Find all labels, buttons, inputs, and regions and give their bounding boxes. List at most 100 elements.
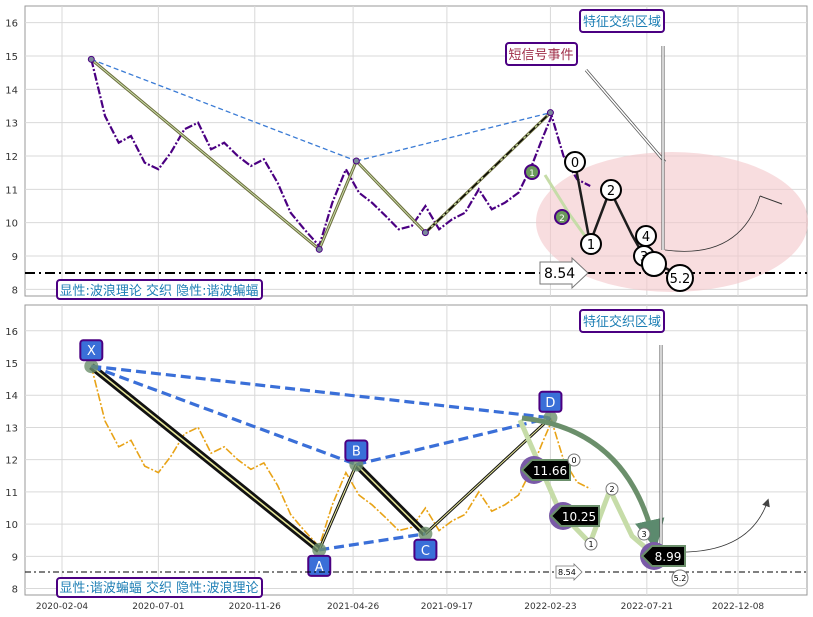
heavy-leg-inner <box>355 463 426 535</box>
top-caption-text: 显性:波浪理论 交织 隐性:谐波蝙蝠 <box>59 283 258 299</box>
pivot-label-box <box>79 339 104 362</box>
thin-leg-inner <box>318 464 357 551</box>
small-label-0: 0 <box>571 456 576 465</box>
pivot-point <box>87 55 95 63</box>
y-tick-label: 12 <box>5 456 18 467</box>
y-tick-label: 15 <box>5 52 18 63</box>
x-tick-label: 2022-02-23 <box>524 602 576 612</box>
dashed-leg <box>90 364 357 467</box>
x-tick-label: 2020-07-01 <box>132 602 184 612</box>
y-tick-label: 8 <box>12 285 18 296</box>
y-tick-label: 15 <box>5 359 18 370</box>
price-level-tag-3: 8.99 <box>640 542 686 570</box>
bd-dashed <box>356 112 551 162</box>
top-zone-annotation: 特征交织区域 <box>579 9 665 33</box>
bottom-wave-labels: 0 1 2 3 5.2 <box>567 453 689 587</box>
event-arrow-inner <box>585 69 666 163</box>
bottom-zone-annotation: 特征交织区域 <box>579 309 665 333</box>
pivot-label-D: D <box>545 396 555 411</box>
bottom-y-ticks: 8 9 10 11 12 13 14 15 16 <box>5 327 18 596</box>
y-tick-label: 14 <box>5 85 18 96</box>
x-tick-label: 2022-07-21 <box>621 602 673 612</box>
top-caption: 显性:波浪理论 交织 隐性:谐波蝙蝠 <box>56 279 263 300</box>
bottom-caption: 显性:谐波蝙蝠 交织 隐性:波浪理论 <box>56 577 263 598</box>
top-price-marker-text: 8.54 <box>544 266 575 282</box>
price-line <box>90 59 591 249</box>
x-tick-label: 2020-02-04 <box>36 602 89 612</box>
y-tick-label: 12 <box>5 152 18 163</box>
top-zigzag <box>87 55 554 253</box>
pivot-point <box>84 359 99 374</box>
event-annotation: 短信号事件 <box>505 42 578 66</box>
y-tick-label: 10 <box>5 520 18 531</box>
small-label-2: 2 <box>609 485 614 494</box>
y-tick-label: 11 <box>5 488 18 499</box>
bottom-harmonic-pattern: X A B C D <box>79 339 563 577</box>
x-tick-label: 2022-12-08 <box>712 602 765 612</box>
y-tick-label: 9 <box>12 252 18 263</box>
y-tick-label: 14 <box>5 391 18 402</box>
x-tick-label: 2021-04-26 <box>327 602 380 612</box>
bottom-price-marker-text: 8.54 <box>558 568 576 577</box>
dashed-leg <box>319 532 426 552</box>
cd-dashdot <box>424 112 551 234</box>
top-wave-path-light <box>543 174 592 244</box>
pivot-label-B: B <box>352 445 361 460</box>
y-tick-label: 10 <box>5 219 18 230</box>
wave-label-4: 4 <box>642 230 650 245</box>
dashed-leg <box>91 364 551 420</box>
bottom-x-ticks: 2020-02-04 2020-07-01 2020-11-26 2021-04-26… <box>36 602 765 612</box>
wave-label-small-2: 2 <box>559 214 565 224</box>
small-label-5: 5.2 <box>674 574 687 583</box>
dashed-leg <box>355 416 551 467</box>
price-level-tag-2: 10.25 <box>549 502 600 530</box>
pivot-point <box>312 542 327 557</box>
pivot-point <box>418 526 433 541</box>
y-tick-label: 16 <box>5 19 18 30</box>
pivot-label-box <box>538 390 563 413</box>
top-price-marker: 8.54 <box>539 256 589 290</box>
pivot-label-A: A <box>315 560 324 575</box>
pivot-label-X: X <box>87 344 96 359</box>
price-level-tag-1-text: 11.66 <box>533 464 567 478</box>
pivot-point <box>421 229 429 237</box>
wave-label-0: 0 <box>571 156 579 171</box>
wave-label-2: 2 <box>607 184 615 199</box>
top-projection-arc <box>664 195 761 252</box>
wave-label-1: 1 <box>587 238 595 253</box>
small-label-3: 3 <box>641 530 646 539</box>
top-y-ticks: 8 9 10 11 12 13 14 15 16 <box>5 19 18 297</box>
bottom-price-series <box>90 366 591 549</box>
price-level-tag-3-text: 8.99 <box>655 550 682 564</box>
xb-dashed <box>91 58 357 162</box>
pivot-point <box>546 109 554 117</box>
bottom-zone-annotation-text: 特征交织区域 <box>583 314 661 330</box>
y-tick-label: 8 <box>12 585 18 596</box>
pivot-point <box>315 245 323 253</box>
pivot-label-box <box>413 538 438 561</box>
pivot-label-box <box>307 554 332 577</box>
bottom-caption-text: 显性:谐波蝙蝠 交织 隐性:波浪理论 <box>59 580 258 596</box>
x-tick-label: 2021-09-17 <box>421 602 473 612</box>
bottom-price-marker: 8.54 <box>555 563 583 581</box>
top-zone-annotation-text: 特征交织区域 <box>583 14 661 30</box>
price-level-tag-1: 11.66 <box>520 456 571 484</box>
pivot-label-box <box>344 439 369 462</box>
bottom-projection-arc <box>671 498 770 553</box>
top-projection-tick <box>759 195 783 205</box>
x-tick-label: 2020-11-26 <box>229 602 282 612</box>
bottom-grid <box>25 305 807 595</box>
heavy-leg-inner <box>90 365 320 551</box>
pivot-point <box>352 157 360 165</box>
y-tick-label: 13 <box>5 119 18 130</box>
top-wave-labels: 0 1 2 3 4 5.2 1 2 <box>524 151 694 292</box>
event-annotation-text: 短信号事件 <box>508 48 573 63</box>
price-level-tag-2-text: 10.25 <box>562 510 596 524</box>
wave-label-small-1: 1 <box>529 169 535 179</box>
y-tick-label: 11 <box>5 185 18 196</box>
bottom-projection-arrow <box>521 415 665 550</box>
y-tick-label: 13 <box>5 423 18 434</box>
wave-label-5: 5.2 <box>670 272 691 287</box>
